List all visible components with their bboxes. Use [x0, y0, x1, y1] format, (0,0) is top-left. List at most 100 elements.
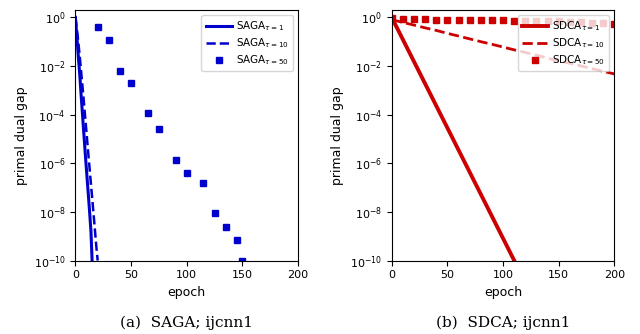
SDCAτ=50	[433, 18, 440, 22]
SAGAτ=50	[239, 259, 246, 263]
Line: SDCAτ=10: SDCAτ=10	[392, 20, 614, 74]
SAGAτ=50	[183, 171, 191, 175]
Line: SDCAτ=50: SDCAτ=50	[388, 15, 618, 27]
SAGAτ=10	[74, 33, 81, 37]
SDCAτ=50	[510, 18, 518, 22]
SDCAτ=1	[449, 137, 457, 141]
SAGAτ=10	[86, 170, 93, 174]
Line: SAGAτ=10: SAGAτ=10	[76, 17, 98, 261]
SAGAτ=1	[88, 259, 96, 263]
SDCAτ=10	[421, 26, 429, 30]
SDCAτ=10	[600, 69, 607, 73]
SAGAτ=1	[76, 74, 84, 78]
SDCAτ=1	[498, 234, 506, 238]
Y-axis label: primal dual gap: primal dual gap	[332, 86, 344, 185]
SAGAτ=50	[200, 181, 207, 185]
SAGAτ=1	[78, 107, 86, 111]
SAGAτ=10	[76, 56, 84, 60]
SDCAτ=50	[499, 18, 507, 22]
Text: (b)  SDCA; ijcnn1: (b) SDCA; ijcnn1	[436, 316, 570, 330]
Line: SAGAτ=1: SAGAτ=1	[76, 17, 92, 261]
SDCAτ=10	[488, 42, 496, 46]
SAGAτ=10	[78, 80, 86, 84]
SDCAτ=50	[555, 19, 563, 23]
SAGAτ=50	[127, 81, 135, 85]
SAGAτ=10	[77, 68, 85, 72]
SDCAτ=10	[577, 64, 585, 68]
SDCAτ=10	[522, 50, 529, 54]
SAGAτ=1	[84, 184, 92, 188]
SDCAτ=10	[454, 34, 462, 38]
SDCAτ=10	[477, 40, 484, 44]
SAGAτ=1	[81, 154, 89, 158]
SAGAτ=50	[172, 158, 179, 162]
SDCAτ=50	[410, 17, 418, 21]
SDCAτ=50	[466, 18, 474, 22]
SAGAτ=10	[90, 208, 97, 212]
SAGAτ=10	[85, 157, 93, 161]
SDCAτ=1	[388, 15, 396, 19]
SDCAτ=50	[421, 17, 429, 21]
SAGAτ=50	[155, 127, 163, 131]
SDCAτ=50	[444, 18, 451, 22]
SDCAτ=10	[510, 48, 518, 52]
SAGAτ=1	[77, 91, 85, 95]
SDCAτ=10	[532, 53, 540, 57]
SAGAτ=1	[72, 15, 79, 19]
SDCAτ=50	[600, 21, 607, 25]
SDCAτ=50	[488, 18, 496, 22]
SDCAτ=10	[388, 18, 396, 22]
SAGAτ=50	[233, 238, 241, 242]
SAGAτ=1	[81, 138, 88, 142]
SDCAτ=50	[588, 21, 596, 25]
SDCAτ=1	[424, 88, 432, 92]
SAGAτ=10	[84, 144, 92, 148]
SAGAτ=50	[211, 211, 218, 215]
SAGAτ=10	[90, 221, 98, 225]
Y-axis label: primal dual gap: primal dual gap	[15, 86, 28, 185]
SAGAτ=1	[74, 45, 81, 49]
SAGAτ=10	[81, 118, 89, 122]
SAGAτ=10	[75, 44, 83, 48]
SDCAτ=1	[412, 64, 420, 68]
Line: SAGAτ=50: SAGAτ=50	[94, 23, 246, 264]
Text: (a)  SAGA; ijcnn1: (a) SAGA; ijcnn1	[120, 316, 253, 330]
SDCAτ=10	[444, 31, 451, 35]
SDCAτ=50	[522, 19, 529, 23]
SAGAτ=50	[222, 224, 230, 228]
SAGAτ=10	[93, 247, 100, 251]
SDCAτ=1	[474, 186, 481, 190]
SAGAτ=10	[88, 195, 96, 199]
SDCAτ=10	[611, 72, 618, 76]
SAGAτ=50	[116, 69, 124, 73]
SDCAτ=50	[388, 16, 396, 20]
SDCAτ=1	[510, 259, 518, 263]
SDCAτ=10	[410, 23, 418, 27]
SDCAτ=10	[399, 20, 406, 24]
X-axis label: epoch: epoch	[484, 286, 522, 299]
SAGAτ=10	[81, 105, 88, 109]
SDCAτ=50	[477, 18, 484, 22]
SDCAτ=10	[544, 56, 552, 60]
SAGAτ=1	[73, 30, 81, 34]
SAGAτ=10	[87, 183, 95, 187]
SDCAτ=50	[454, 18, 462, 22]
SDCAτ=1	[461, 161, 469, 165]
SDCAτ=50	[544, 19, 552, 23]
SDCAτ=10	[433, 28, 440, 32]
SAGAτ=1	[75, 60, 83, 64]
SDCAτ=50	[532, 19, 540, 23]
SAGAτ=10	[79, 92, 87, 96]
SAGAτ=1	[85, 198, 93, 202]
SAGAτ=50	[105, 38, 113, 42]
SAGAτ=1	[83, 169, 90, 173]
SAGAτ=50	[94, 25, 102, 29]
SDCAτ=10	[566, 61, 573, 65]
SDCAτ=50	[399, 17, 406, 21]
SAGAτ=50	[144, 111, 152, 115]
SAGAτ=1	[79, 122, 87, 126]
X-axis label: epoch: epoch	[168, 286, 206, 299]
SAGAτ=10	[83, 131, 90, 135]
SAGAτ=1	[87, 230, 95, 234]
Line: SDCAτ=1: SDCAτ=1	[392, 17, 514, 261]
